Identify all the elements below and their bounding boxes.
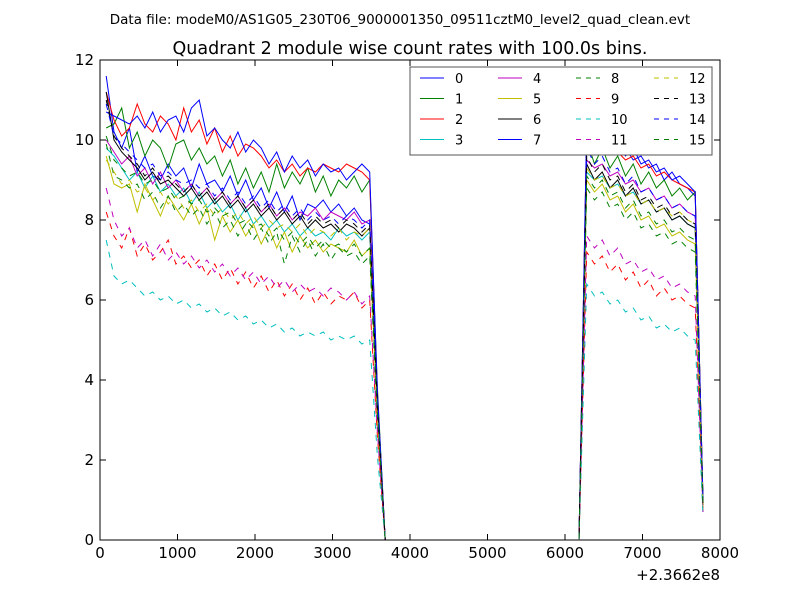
legend-label-8: 8 <box>611 72 619 87</box>
x-tick-label: 7000 <box>623 544 661 562</box>
x-tick-label: 4000 <box>391 544 429 562</box>
x-offset-label: +2.3662e8 <box>636 566 720 584</box>
series-line-13 <box>105 99 704 541</box>
legend-label-11: 11 <box>611 134 628 149</box>
legend-label-15: 15 <box>689 134 706 149</box>
legend-label-13: 13 <box>689 93 706 108</box>
x-tick-label: 3000 <box>313 544 351 562</box>
y-tick-label: 6 <box>84 291 94 309</box>
legend-label-3: 3 <box>455 134 463 149</box>
x-tick-label: 5000 <box>468 544 506 562</box>
legend-label-7: 7 <box>533 134 541 149</box>
legend-label-2: 2 <box>455 113 463 128</box>
legend-label-14: 14 <box>689 113 706 128</box>
chart-title: Quadrant 2 module wise count rates with … <box>173 39 648 59</box>
x-tick-label: 2000 <box>236 544 274 562</box>
y-tick-label: 4 <box>84 371 94 389</box>
x-tick-label: 6000 <box>546 544 584 562</box>
legend-label-1: 1 <box>455 93 463 108</box>
x-tick-label: 1000 <box>158 544 196 562</box>
legend-label-6: 6 <box>533 113 541 128</box>
axes-layer: 0 1000 2000 3000 4000 5000 6000 7000 80000246810… <box>75 51 739 562</box>
y-tick-label: 8 <box>84 211 94 229</box>
legend-label-4: 4 <box>533 72 541 87</box>
legend-label-0: 0 <box>455 72 463 87</box>
legend-box <box>409 66 713 156</box>
legend-label-10: 10 <box>611 113 628 128</box>
x-tick-label: 0 <box>95 544 105 562</box>
x-tick-label: 8000 <box>701 544 739 562</box>
legend-label-5: 5 <box>533 93 541 108</box>
y-tick-label: 2 <box>84 451 94 469</box>
y-tick-label: 10 <box>75 131 94 149</box>
data-file-label: Data file: modeM0/AS1G05_230T06_90000013… <box>110 12 690 28</box>
legend-label-9: 9 <box>611 93 619 108</box>
y-tick-label: 0 <box>84 531 94 549</box>
legend-label-12: 12 <box>689 72 706 87</box>
y-tick-label: 12 <box>75 51 94 69</box>
